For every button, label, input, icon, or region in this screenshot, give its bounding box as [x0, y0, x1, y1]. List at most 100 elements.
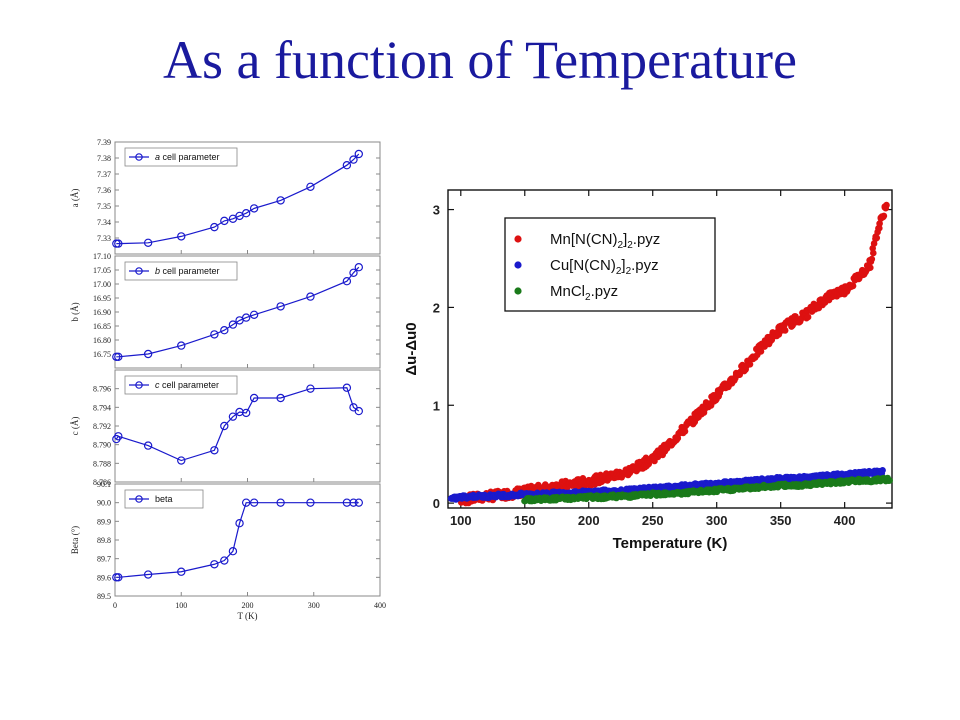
- x-axis-label: Temperature (K): [613, 535, 728, 552]
- data-point: [249, 498, 259, 507]
- y-tick-label: 89.8: [97, 536, 111, 545]
- data-point: [249, 204, 259, 213]
- x-axis-label: T (K): [237, 611, 257, 621]
- data-point: [220, 556, 229, 565]
- series-line: [115, 387, 360, 462]
- y-tick-label: 8.794: [93, 403, 111, 412]
- legend-label: Cu[N(CN)2]2.pyz: [550, 257, 659, 277]
- data-point: [349, 498, 358, 507]
- y-axis-label: Δu-Δu0: [403, 322, 420, 375]
- legend-marker: [135, 381, 143, 389]
- legend-marker: [514, 287, 522, 295]
- y-tick-label: 90.1: [97, 480, 111, 489]
- data-point: [220, 421, 229, 431]
- legend-label-text: cell parameter: [163, 266, 220, 276]
- legend-label-text: cell parameter: [163, 152, 220, 162]
- data-point: [868, 255, 876, 263]
- data-point: [210, 446, 219, 455]
- legend-subscript: 2: [585, 292, 591, 303]
- data-point: [873, 234, 881, 242]
- x-tick-label: 150: [514, 513, 536, 528]
- legend-text: .pyz: [591, 283, 619, 300]
- data-point: [114, 352, 123, 361]
- legend-label: b cell parameter: [155, 266, 220, 276]
- y-tick-label: 2: [433, 300, 440, 315]
- slide-title: As a function of Temperature: [163, 30, 797, 90]
- legend-label: beta: [155, 494, 173, 504]
- y-tick-label: 16.90: [93, 308, 111, 317]
- data-point: [177, 232, 186, 241]
- data-point: [235, 519, 244, 528]
- y-axis-label: c (Å): [70, 417, 80, 436]
- data-point: [177, 341, 186, 350]
- data-point: [306, 498, 315, 507]
- data-point: [880, 212, 888, 220]
- y-tick-label: 7.39: [97, 138, 111, 147]
- legend-subscript: 2: [626, 266, 632, 277]
- legend-label-prefix: a: [155, 152, 163, 162]
- data-point: [306, 182, 315, 192]
- data-point: [349, 268, 358, 277]
- y-tick-label: 0: [433, 496, 440, 511]
- y-axis-label: Beta (°): [70, 526, 80, 554]
- data-point: [342, 383, 352, 392]
- x-tick-label: 0: [113, 601, 117, 610]
- data-point: [114, 573, 123, 582]
- y-tick-label: 90.0: [97, 499, 111, 508]
- legend-text: ]: [623, 231, 627, 248]
- data-point: [354, 149, 363, 159]
- legend-marker: [135, 267, 143, 275]
- x-tick-label: 200: [578, 513, 600, 528]
- data-point: [241, 408, 251, 418]
- y-tick-label: 16.85: [93, 322, 111, 331]
- data-point: [870, 249, 877, 257]
- data-point: [249, 393, 259, 403]
- y-axis-label: b (Å): [70, 302, 80, 321]
- data-point: [143, 441, 153, 450]
- y-axis-label: a (Å): [70, 189, 80, 208]
- data-point: [228, 320, 238, 329]
- x-tick-label: 100: [175, 601, 187, 610]
- panel-beta: 89.5 89.6 89.7 89.8 89.9 90.0 90.1 Beta (°) beta…: [70, 480, 386, 621]
- legend-box: [124, 489, 204, 509]
- x-tick-label: 100: [450, 513, 472, 528]
- data-point: [849, 282, 857, 290]
- y-tick-label: 7.33: [97, 234, 111, 243]
- data-point: [143, 238, 153, 248]
- data-point: [143, 570, 153, 579]
- series-line: [116, 153, 360, 245]
- data-point: [867, 264, 874, 271]
- panel-b: 16.75 16.80 16.85 16.90 16.95 17.00 17.05 17.10…: [70, 252, 381, 369]
- y-tick-label: 89.6: [97, 573, 111, 582]
- lattice-parameter-figure: 7.33 7.34 7.35 7.36 7.37 7.38 7.39 a (Å) a cell …: [70, 138, 386, 621]
- legend-box: [504, 217, 716, 312]
- y-tick-label: 7.36: [97, 186, 111, 195]
- x-tick-label: 350: [770, 513, 792, 528]
- data-point: [210, 330, 219, 339]
- y-tick-label: 1: [433, 398, 440, 413]
- y-tick-label: 89.7: [97, 555, 111, 564]
- legend-label-prefix: b: [155, 266, 163, 276]
- y-tick-label: 7.38: [97, 154, 111, 163]
- y-tick-label: 3: [433, 203, 440, 218]
- legend-box: [124, 147, 238, 167]
- series-line: [116, 266, 360, 358]
- data-point: [746, 361, 754, 368]
- series-line: [116, 502, 359, 578]
- y-tick-label: 7.35: [97, 202, 111, 211]
- legend-text: ]: [621, 257, 625, 274]
- x-tick-label: 400: [374, 601, 386, 610]
- data-point: [354, 406, 363, 416]
- legend-text: Cu[N(CN): [550, 257, 616, 274]
- legend-text: .pyz: [633, 231, 661, 248]
- series-2: [521, 474, 893, 505]
- legend-marker: [135, 153, 143, 161]
- data-point: [114, 432, 123, 441]
- data-point: [228, 547, 238, 556]
- legend-text: .pyz: [631, 257, 659, 274]
- legend-subscript: 2: [627, 240, 633, 251]
- data-point: [879, 467, 886, 474]
- legend-label: a cell parameter: [155, 152, 220, 162]
- data-point: [220, 325, 229, 335]
